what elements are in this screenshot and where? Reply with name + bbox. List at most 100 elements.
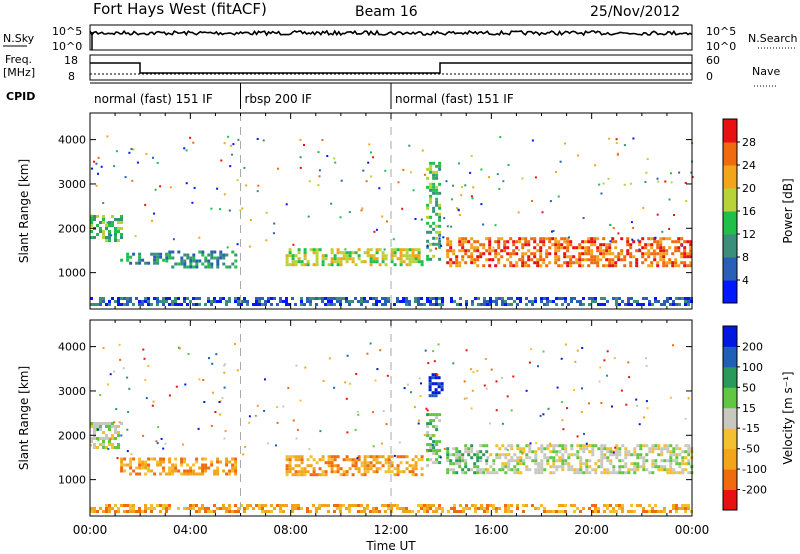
data-pixel	[210, 262, 214, 266]
data-pixel	[612, 510, 615, 513]
data-pixel	[637, 444, 640, 447]
data-pixel	[327, 461, 331, 465]
data-pixel	[300, 458, 304, 462]
data-pixel	[90, 236, 93, 239]
data-pixel	[378, 455, 382, 459]
data-pixel	[159, 460, 163, 464]
data-pixel	[615, 444, 619, 448]
data-pixel	[156, 255, 160, 259]
data-pixel	[609, 504, 612, 507]
data-pixel	[488, 246, 492, 250]
data-pixel	[306, 510, 309, 513]
data-pixel	[408, 254, 412, 258]
data-pixel	[420, 260, 424, 264]
data-pixel	[464, 444, 468, 448]
data-pixel	[540, 465, 544, 469]
data-pixel	[600, 192, 603, 195]
data-pixel	[594, 164, 597, 167]
data-pixel	[138, 463, 142, 467]
data-pixel	[500, 237, 504, 241]
data-pixel	[165, 256, 169, 260]
data-pixel	[435, 188, 439, 192]
data-pixel	[467, 255, 471, 259]
freq-trace	[90, 62, 692, 74]
data-pixel	[473, 240, 477, 244]
data-pixel	[507, 303, 510, 306]
data-pixel	[557, 255, 561, 259]
data-pixel	[659, 249, 663, 253]
data-pixel	[591, 300, 594, 303]
data-pixel	[363, 300, 366, 303]
data-pixel	[426, 464, 430, 468]
data-pixel	[566, 240, 570, 244]
data-pixel	[522, 459, 526, 463]
data-pixel	[479, 471, 483, 475]
data-pixel	[503, 243, 507, 247]
data-pixel	[660, 465, 664, 469]
data-pixel	[144, 261, 148, 265]
data-pixel	[626, 243, 630, 247]
data-pixel	[529, 442, 532, 445]
data-pixel	[141, 463, 145, 467]
data-pixel	[669, 396, 672, 399]
data-pixel	[522, 510, 525, 513]
data-pixel	[570, 444, 574, 448]
data-pixel	[687, 397, 690, 400]
data-pixel	[590, 255, 594, 259]
data-pixel	[202, 379, 205, 381]
data-pixel	[672, 447, 676, 451]
data-pixel	[620, 258, 624, 262]
data-pixel	[420, 504, 423, 507]
data-pixel	[223, 193, 226, 196]
data-pixel	[108, 236, 111, 239]
data-pixel	[446, 468, 450, 472]
data-pixel	[540, 471, 544, 475]
data-pixel	[569, 264, 573, 268]
data-pixel	[95, 184, 98, 187]
data-pixel	[288, 470, 292, 474]
data-pixel	[201, 472, 205, 476]
data-pixel	[233, 343, 236, 345]
data-pixel	[384, 254, 388, 258]
data-pixel	[342, 504, 345, 507]
data-pixel	[501, 300, 504, 303]
data-pixel	[156, 161, 159, 164]
data-pixel	[432, 185, 436, 189]
data-pixel	[519, 462, 523, 466]
data-pixel	[315, 263, 319, 267]
data-pixel	[608, 264, 612, 268]
data-pixel	[534, 453, 538, 457]
data-pixel	[339, 473, 343, 477]
data-pixel	[240, 504, 243, 507]
data-pixel	[435, 176, 439, 180]
data-pixel	[327, 464, 331, 468]
data-pixel	[393, 263, 397, 267]
data-pixel	[189, 504, 192, 507]
data-pixel	[646, 407, 649, 410]
data-pixel	[131, 179, 134, 182]
data-pixel	[333, 464, 337, 468]
data-pixel	[537, 465, 541, 469]
data-pixel	[504, 507, 507, 510]
data-pixel	[153, 261, 157, 265]
data-pixel	[228, 209, 231, 212]
data-pixel	[457, 208, 460, 211]
data-pixel	[522, 504, 525, 507]
data-pixel	[656, 261, 660, 265]
data-pixel	[512, 240, 516, 244]
data-pixel	[201, 507, 204, 510]
data-pixel	[285, 254, 289, 258]
data-pixel	[648, 447, 652, 451]
data-pixel	[455, 471, 459, 475]
data-pixel	[357, 413, 360, 416]
data-pixel	[564, 504, 567, 507]
data-pixel	[262, 139, 265, 142]
data-pixel	[270, 510, 273, 513]
data-pixel	[551, 230, 553, 233]
data-pixel	[624, 450, 628, 454]
data-pixel	[608, 243, 612, 247]
data-pixel	[669, 444, 673, 448]
data-pixel	[600, 447, 604, 451]
data-pixel	[384, 470, 388, 474]
data-pixel	[363, 507, 366, 510]
